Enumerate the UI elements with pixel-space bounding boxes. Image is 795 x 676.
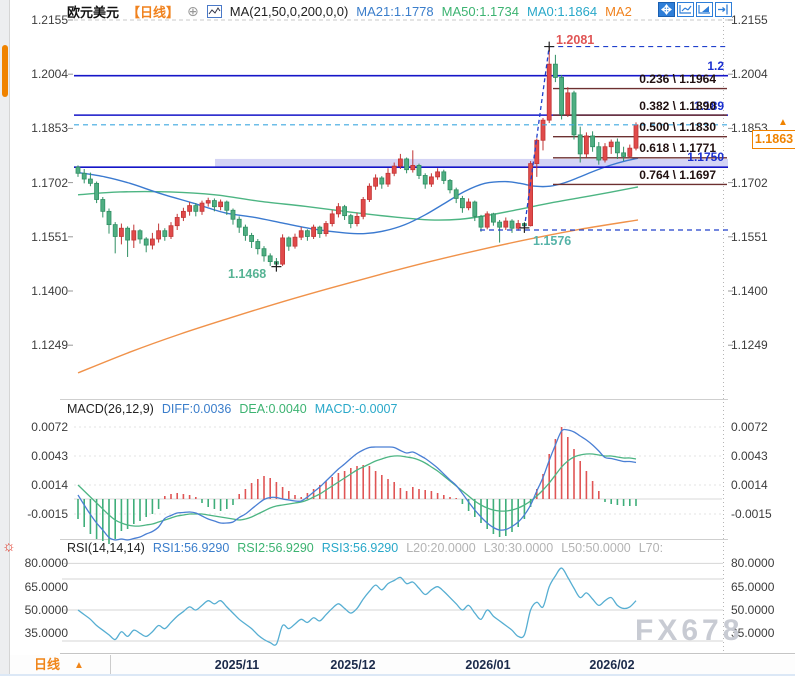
price-tick: 1.2004: [731, 67, 768, 81]
ma21-value: MA21:1.1778: [356, 4, 434, 19]
period-tag: 【日线】: [127, 5, 180, 20]
ma0-value: MA0:1.1864: [526, 4, 598, 19]
symbol-title: 欧元美元: [67, 5, 120, 20]
macd-tick: 0.0072: [731, 420, 768, 434]
rsi-l70-label: L70:: [638, 541, 664, 555]
rsi-title: RSI(14,14,14): [67, 541, 145, 555]
macd-dea-value: DEA:0.0040: [239, 402, 307, 416]
fib-label-0236: 0.236 \ 1.1964: [639, 72, 716, 86]
macd-header: MACD(26,12,9) DIFF:0.0036 DEA:0.0040 MAC…: [67, 402, 397, 416]
price-tick: 1.1400: [731, 284, 768, 298]
macd-hist-value: MACD:-0.0007: [314, 402, 398, 416]
date-tick: 2026/01: [465, 658, 511, 672]
price-tick: 1.1400: [31, 284, 68, 298]
candle-style-icon[interactable]: [206, 5, 222, 18]
exit-fullscreen-icon[interactable]: [715, 2, 732, 17]
ma-settings-label: MA(21,50,0,200,0,0): [229, 4, 349, 19]
price-tick: 1.1853: [31, 121, 68, 135]
scale-axis-icon[interactable]: [696, 2, 713, 17]
macd-tick: 0.0014: [31, 478, 68, 492]
rsi-tick: 50.0000: [731, 603, 775, 617]
rsi-header: RSI(14,14,14) RSI1:56.9290 RSI2:56.9290 …: [67, 541, 663, 555]
level-label-11890: 1.189: [693, 99, 724, 113]
scroll-thumb[interactable]: [2, 45, 8, 97]
macd-tick: 0.0072: [31, 420, 68, 434]
add-indicator-icon[interactable]: ⊕: [187, 3, 199, 19]
price-tick: 1.2004: [31, 67, 68, 81]
macd-tick: 0.0043: [31, 449, 68, 463]
period-selector[interactable]: 日线 ▲: [10, 655, 111, 676]
date-tick: 2026/02: [589, 658, 635, 672]
macd-tick: -0.0015: [731, 507, 772, 521]
rsi-tick: 65.0000: [24, 580, 68, 594]
pan-crosshair-icon[interactable]: [658, 2, 675, 17]
level-label-12000: 1.2: [707, 59, 724, 73]
period-label: 日线: [34, 657, 61, 672]
rsi-tick: 50.0000: [24, 603, 68, 617]
fib-label-0764: 0.764 \ 1.1697: [639, 168, 716, 182]
rsi-tick: 35.0000: [24, 626, 68, 640]
ma2-value: MA2: [605, 4, 632, 19]
price-tick: 1.1702: [731, 176, 768, 190]
bottom-bar: 日线 ▲ 2025/11 2025/12 2026/01 2026/02: [10, 655, 795, 676]
ma50-value: MA50:1.1734: [441, 4, 519, 19]
bottom-edge: [0, 674, 795, 676]
rsi-tick: 80.0000: [24, 556, 68, 570]
price-tick: 1.2155: [731, 13, 768, 27]
price-tick: 1.1249: [31, 338, 68, 352]
chart-header: 欧元美元 【日线】 ⊕ MA(21,50,0,200,0,0) MA21:1.1…: [67, 2, 632, 21]
current-price-badge: 1.1863: [752, 130, 795, 149]
price-tick: 1.1551: [31, 230, 68, 244]
price-tick: 1.1702: [31, 176, 68, 190]
fib-label-0382: 0.382 \ 1.1890: [639, 99, 716, 113]
macd-title: MACD(26,12,9): [67, 402, 154, 416]
price-tick: 1.1551: [731, 230, 768, 244]
watermark: FX678: [635, 614, 744, 647]
low-price-label-1: 1.1468: [228, 267, 267, 281]
hot-marker-icon[interactable]: ☼: [2, 538, 16, 555]
zoom-axis-icon[interactable]: [677, 2, 694, 17]
date-tick: 2025/11: [214, 658, 260, 672]
macd-diff-value: DIFF:0.0036: [161, 402, 232, 416]
macd-tick: 0.0043: [731, 449, 768, 463]
rsi-tick: 35.0000: [731, 626, 775, 640]
left-scroll-strip: [0, 0, 10, 676]
high-price-label: 1.2081: [556, 33, 595, 47]
rsi-l20-label: L20:20.0000: [406, 541, 476, 555]
macd-tick: 0.0014: [731, 478, 768, 492]
rsi-l30-label: L30:30.0000: [483, 541, 554, 555]
fib-label-0500: 0.500 \ 1.1830: [639, 120, 716, 134]
low-price-label-2: 1.1576: [533, 234, 572, 248]
price-tick: 1.2155: [31, 13, 68, 27]
macd-tick: -0.0015: [27, 507, 68, 521]
date-tick: 2025/12: [330, 658, 376, 672]
level-label-11750: 1.1750: [687, 150, 724, 164]
rsi-l50-label: L50:50.0000: [561, 541, 631, 555]
rsi-tick: 80.0000: [731, 556, 775, 570]
price-tick: 1.1249: [731, 338, 768, 352]
fib-label-0618: 0.618 \ 1.1771: [639, 141, 716, 155]
period-dropdown-arrow-icon: ▲: [74, 660, 84, 671]
rsi2-value: RSI2:56.9290: [237, 541, 314, 555]
rsi1-value: RSI1:56.9290: [152, 541, 230, 555]
price-up-arrow-icon: ▲: [778, 117, 788, 128]
rsi-tick: 65.0000: [731, 580, 775, 594]
rsi3-value: RSI3:56.9290: [321, 541, 399, 555]
